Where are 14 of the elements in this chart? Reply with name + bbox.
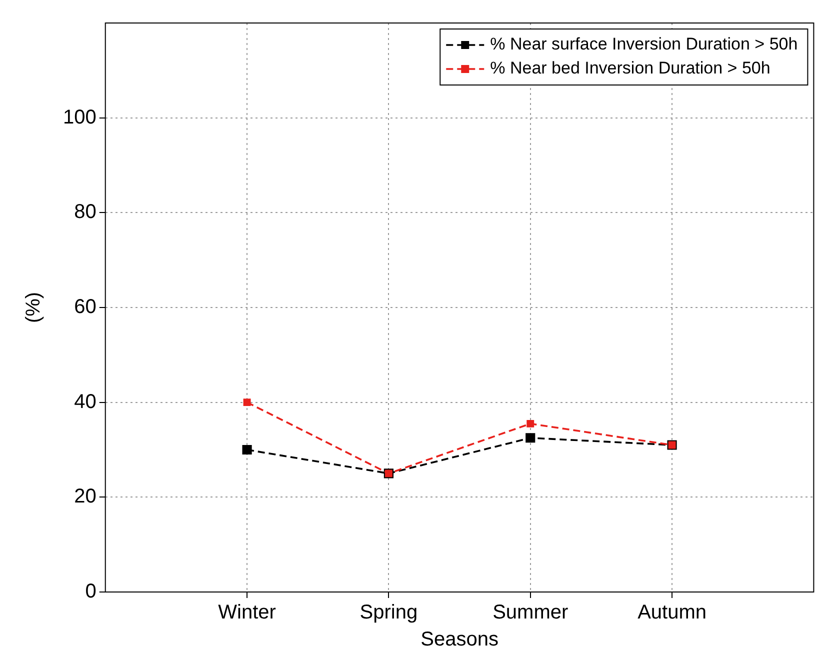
- y-tick-label: 40: [74, 390, 96, 413]
- y-tick-label: 60: [74, 296, 96, 318]
- x-tick-label: Autumn: [638, 602, 707, 624]
- legend-label: % Near bed Inversion Duration > 50h: [490, 58, 770, 78]
- x-axis-title: Seasons: [420, 628, 498, 651]
- y-axis-title: (%): [22, 292, 45, 324]
- y-tick-label: 20: [74, 486, 96, 508]
- y-tick-label: 0: [85, 580, 96, 603]
- y-tick-label: 100: [62, 106, 96, 128]
- legend-label: % Near surface Inversion Duration > 50h: [490, 34, 798, 54]
- x-tick-label: Winter: [218, 602, 276, 624]
- x-tick-label: Summer: [492, 602, 568, 624]
- x-tick-label: Spring: [360, 602, 418, 624]
- y-tick-label: 80: [74, 201, 96, 224]
